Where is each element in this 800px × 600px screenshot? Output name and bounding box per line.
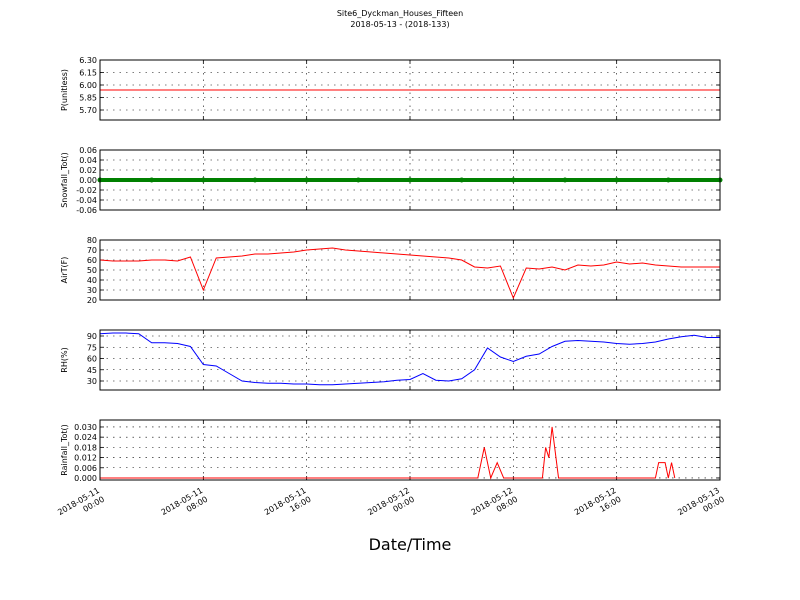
y-axis-label: RH(%) [60, 347, 69, 372]
y-tick-label: -0.02 [76, 186, 97, 195]
data-point [252, 177, 258, 183]
y-axis-label: Rainfall_Tot() [60, 424, 69, 476]
y-axis-label: P(unitless) [60, 69, 69, 111]
y-tick-label: 70 [87, 246, 97, 255]
subplot: 30 45 60 75 90 RH(%) [60, 329, 721, 391]
y-tick-label: 5.70 [79, 106, 97, 115]
x-tick-label: 2018-05-1200:00 [366, 486, 416, 526]
x-tick-label: 2018-05-1116:00 [263, 486, 313, 526]
y-tick-label: 5.85 [79, 94, 97, 103]
y-axis-label: Snowfall_Tot() [60, 152, 69, 208]
data-point [562, 177, 568, 183]
figure-subtitle: 2018-05-13 - (2018-133) [350, 20, 449, 29]
subplot: -0.06-0.04-0.020.000.020.040.06 Snowfall_… [60, 146, 723, 215]
y-tick-label: 0.006 [74, 464, 97, 473]
y-tick-label: 0.000 [74, 474, 97, 483]
y-tick-label: 0.018 [74, 443, 97, 452]
y-tick-label: 30 [87, 286, 97, 295]
subplot: 5.70 5.85 6.00 6.15 6.30 P(unitless) [60, 56, 721, 121]
y-tick-label: 90 [87, 332, 97, 341]
y-tick-label: 0.04 [79, 156, 97, 165]
data-line [100, 426, 676, 480]
figure-title: Site6_Dyckman_Houses_Fifteen [337, 9, 463, 18]
y-tick-label: 6.30 [79, 56, 97, 65]
y-tick-label: 20 [87, 296, 97, 305]
data-point [614, 177, 620, 183]
y-tick-label: 0.00 [79, 176, 97, 185]
x-tick-label: 2018-05-1108:00 [160, 486, 210, 526]
data-point [304, 177, 310, 183]
y-tick-label: 45 [87, 366, 97, 375]
data-line [100, 332, 720, 386]
data-line [100, 247, 720, 300]
data-point [407, 177, 413, 183]
x-tick-label: 2018-05-1216:00 [573, 486, 623, 526]
data-point [149, 177, 155, 183]
y-tick-label: 0.012 [74, 454, 97, 463]
plot-frame [99, 239, 721, 301]
plot-area [100, 420, 720, 480]
y-axis-label: AirT(F) [60, 257, 69, 284]
x-tick-label: 2018-05-1208:00 [470, 486, 520, 526]
plot-frame [99, 419, 721, 481]
y-tick-label: -0.04 [76, 196, 97, 205]
data-point [200, 177, 206, 183]
y-tick-label: 6.00 [79, 81, 97, 90]
y-tick-label: 0.06 [79, 146, 97, 155]
y-tick-label: 6.15 [79, 69, 97, 78]
x-tick-label: 2018-05-1300:00 [676, 486, 726, 526]
y-tick-label: 0.02 [79, 166, 97, 175]
x-axis-label: Date/Time [369, 535, 452, 554]
y-tick-label: 0.024 [74, 433, 97, 442]
y-tick-label: 60 [87, 355, 97, 364]
y-tick-label: 50 [87, 266, 97, 275]
y-tick-label: 30 [87, 377, 97, 386]
data-point [355, 177, 361, 183]
plot-frame [99, 149, 721, 211]
x-tick-label: 2018-05-1100:00 [56, 486, 106, 526]
y-tick-label: 60 [87, 256, 97, 265]
y-tick-label: 75 [87, 343, 97, 352]
data-point [459, 177, 465, 183]
plot-frame [99, 59, 721, 121]
y-tick-label: -0.06 [76, 206, 97, 215]
plot-frame [99, 329, 721, 391]
y-tick-label: 0.030 [74, 423, 97, 432]
data-point [665, 177, 671, 183]
y-tick-label: 80 [87, 236, 97, 245]
data-point [510, 177, 516, 183]
y-tick-label: 40 [87, 276, 97, 285]
